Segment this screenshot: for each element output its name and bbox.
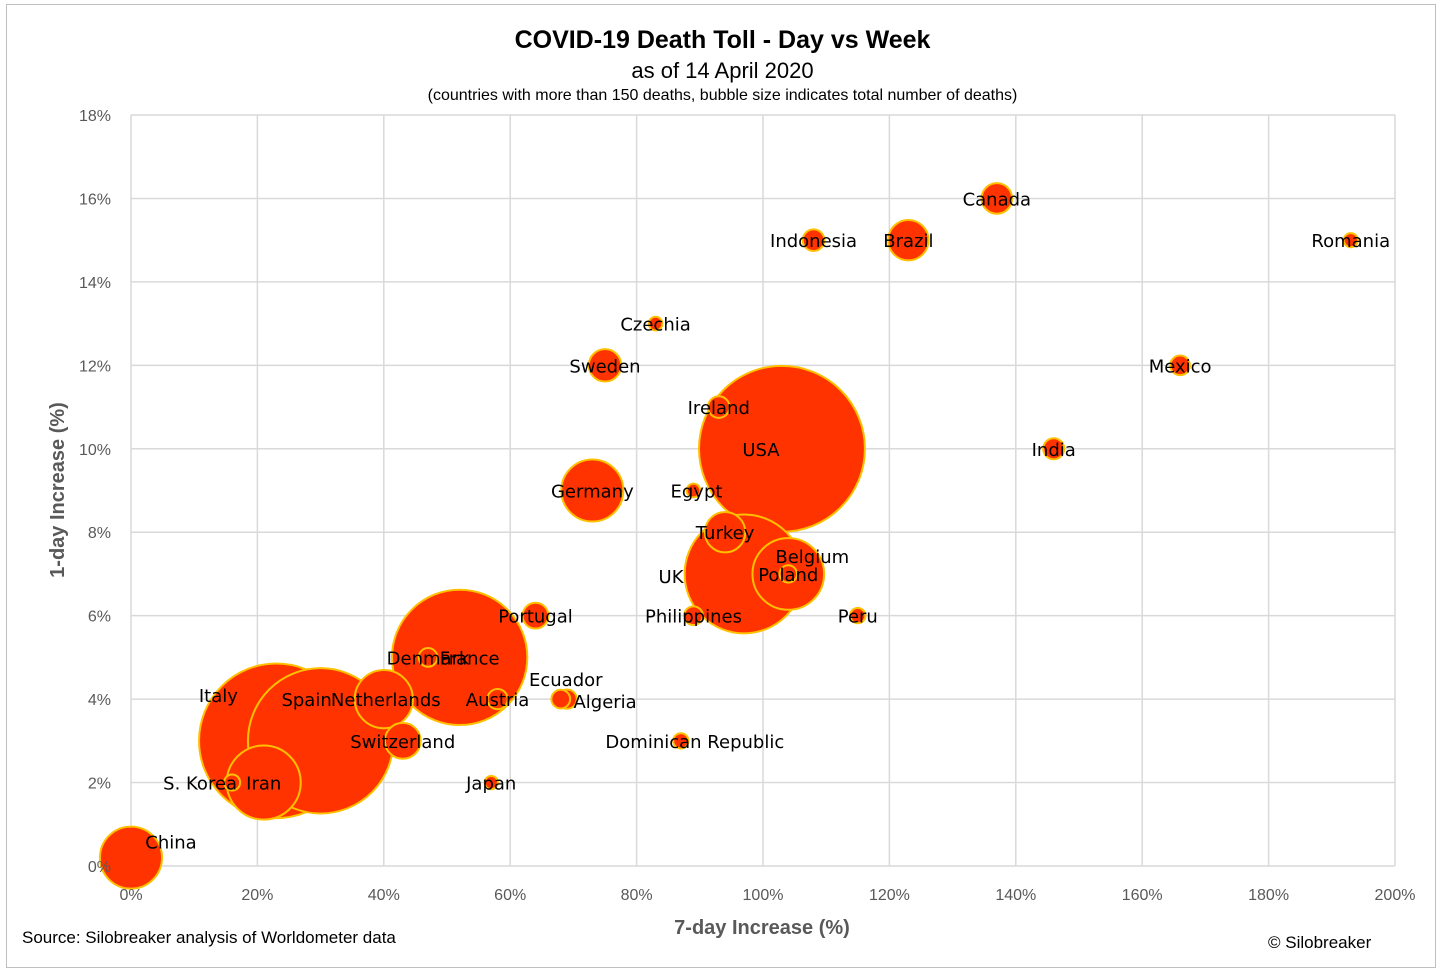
bubble-label-germany: Germany <box>551 482 634 503</box>
bubble-label-s-korea: S. Korea <box>163 774 237 795</box>
chart-frame <box>6 4 1436 968</box>
bubble-label-switzerland: Switzerland <box>350 732 455 753</box>
bubble-label-dominican-republic: Dominican Republic <box>605 732 784 753</box>
x-tick-label: 100% <box>743 887 784 904</box>
bubble-label-denmark: Denmark <box>387 648 470 669</box>
x-tick-label: 160% <box>1122 887 1163 904</box>
bubble-dominican-republic <box>672 732 690 750</box>
source-note: Source: Silobreaker analysis of Worldome… <box>22 928 396 947</box>
chart-title: COVID-19 Death Toll - Day vs Week <box>514 26 931 54</box>
bubble-czechia <box>647 315 664 332</box>
x-tick-label: 20% <box>241 887 273 904</box>
bubble-label-indonesia: Indonesia <box>770 231 857 252</box>
bubble-japan <box>483 774 499 791</box>
chart-note: (countries with more than 150 deaths, bu… <box>427 87 1018 104</box>
bubble-label-turkey: Turkey <box>695 523 755 544</box>
y-tick-label: 16% <box>79 191 111 208</box>
bubble-philippines <box>683 605 704 627</box>
bubble-label-ecuador: Ecuador <box>529 670 603 691</box>
bubble-label-canada: Canada <box>963 189 1032 210</box>
x-tick-label: 140% <box>995 887 1036 904</box>
x-tick-label: 40% <box>368 887 400 904</box>
bubble-ecuador <box>550 688 572 710</box>
bubble-china <box>98 825 164 890</box>
bubble-label-portugal: Portugal <box>498 607 573 628</box>
bubble-portugal <box>521 601 550 630</box>
y-tick-label: 18% <box>79 108 111 125</box>
bubble-denmark <box>417 647 439 668</box>
y-tick-label: 14% <box>79 275 111 292</box>
bubble-label-romania: Romania <box>1311 231 1390 252</box>
x-tick-label: 0% <box>119 887 142 904</box>
y-tick-label: 12% <box>79 358 111 375</box>
x-tick-label: 180% <box>1248 887 1289 904</box>
bubbles <box>98 182 1359 890</box>
bubble-austria <box>486 688 509 711</box>
copyright: © Silobreaker <box>1268 933 1372 952</box>
bubble-label-belgium: Belgium <box>775 547 849 568</box>
bubble-label-france: France <box>440 648 500 669</box>
bubble-peru <box>849 607 867 625</box>
x-tick-label: 120% <box>869 887 910 904</box>
bubble-romania <box>1342 232 1359 249</box>
bubble-label-mexico: Mexico <box>1149 356 1212 377</box>
bubble-switzerland <box>383 721 422 760</box>
bubble-label-japan: Japan <box>465 774 516 795</box>
bubble-label-philippines: Philippines <box>645 607 742 628</box>
tick-labels: 0% 20% 40% 60% 80% 100% 120% 140% 160% 180% 200% 0%… <box>79 108 1415 904</box>
bubble-label-spain: Spain <box>281 690 331 711</box>
bubble-poland <box>778 564 798 584</box>
bubble-sweden <box>587 348 623 383</box>
bubble-label-usa: USA <box>742 440 780 461</box>
y-tick-label: 0% <box>88 859 111 876</box>
bubble-label-poland: Poland <box>758 565 818 586</box>
y-tick-label: 10% <box>79 442 111 459</box>
x-tick-label: 200% <box>1375 887 1416 904</box>
x-tick-label: 80% <box>621 887 653 904</box>
bubble-label-china: China <box>145 833 196 854</box>
bubble-label-ireland: Ireland <box>688 398 750 419</box>
bubble-label-czechia: Czechia <box>620 315 690 336</box>
bubble-label-uk: UK <box>659 567 685 588</box>
bubble-germany <box>560 458 625 523</box>
y-axis-title: 1-day Increase (%) <box>47 402 69 578</box>
y-tick-label: 8% <box>88 525 111 542</box>
y-tick-label: 4% <box>88 692 111 709</box>
bubble-mexico <box>1169 354 1191 377</box>
x-axis-title: 7-day Increase (%) <box>674 917 850 939</box>
bubble-label-netherlands: Netherlands <box>331 690 441 711</box>
bubble-s-korea <box>223 773 242 792</box>
bubble-label-algeria: Algeria <box>573 692 636 713</box>
bubble-india <box>1042 437 1066 461</box>
bubble-label-italy: Italy <box>199 686 238 707</box>
bubble-turkey <box>703 511 747 554</box>
bubble-egypt <box>685 482 702 499</box>
y-tick-label: 2% <box>88 776 111 793</box>
bubble-label-peru: Peru <box>838 607 878 628</box>
bubble-usa <box>698 364 866 533</box>
x-tick-label: 60% <box>494 887 526 904</box>
bubble-label-brazil: Brazil <box>883 231 933 252</box>
y-tick-label: 6% <box>88 609 111 626</box>
bubble-label-austria: Austria <box>466 690 530 711</box>
bubble-netherlands <box>353 669 414 730</box>
bubble-labels: USA Italy Spain France UK Iran Belgium Netherla… <box>145 189 1390 853</box>
bubble-brazil <box>887 218 930 262</box>
bubble-indonesia <box>801 228 826 252</box>
chart-subtitle: as of 14 April 2020 <box>631 58 814 83</box>
bubble-ireland <box>706 395 731 419</box>
bubble-label-india: India <box>1032 440 1076 461</box>
bubble-label-sweden: Sweden <box>569 356 640 377</box>
bubble-canada <box>980 182 1014 215</box>
bubble-label-iran: Iran <box>246 774 281 795</box>
bubble-label-egypt: Egypt <box>671 482 723 503</box>
